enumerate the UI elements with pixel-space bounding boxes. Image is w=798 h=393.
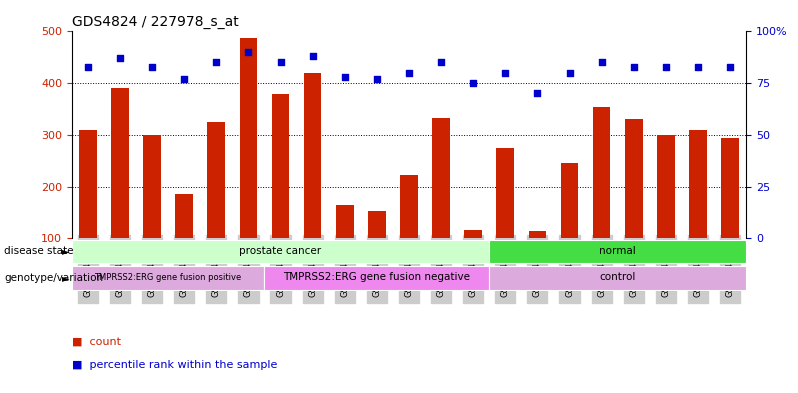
Bar <box>271 94 290 238</box>
Bar <box>489 266 746 290</box>
Point <box>146 63 159 70</box>
Bar <box>489 239 746 263</box>
Point <box>306 53 319 59</box>
Point <box>81 63 94 70</box>
Point <box>692 63 705 70</box>
Bar <box>72 266 264 290</box>
Bar <box>528 231 547 238</box>
Point <box>595 59 608 66</box>
Bar <box>400 174 418 238</box>
Point <box>402 70 415 76</box>
Point <box>467 80 480 86</box>
Point <box>563 70 576 76</box>
Bar <box>657 135 674 238</box>
Text: TMPRSS2:ERG gene fusion positive: TMPRSS2:ERG gene fusion positive <box>94 273 242 282</box>
Bar <box>144 135 161 238</box>
Text: genotype/variation: genotype/variation <box>4 273 103 283</box>
Point <box>724 63 737 70</box>
Bar <box>433 118 450 238</box>
Text: ►: ► <box>62 246 69 256</box>
Point <box>242 49 255 55</box>
Bar <box>721 138 739 238</box>
Bar <box>561 163 579 238</box>
Bar <box>593 107 610 238</box>
Bar <box>264 266 489 290</box>
Point <box>659 63 672 70</box>
Text: normal: normal <box>599 246 636 256</box>
Point <box>113 55 126 61</box>
Text: ►: ► <box>62 273 69 283</box>
Point <box>627 63 640 70</box>
Text: GDS4824 / 227978_s_at: GDS4824 / 227978_s_at <box>72 15 239 29</box>
Bar <box>336 205 354 238</box>
Point <box>435 59 448 66</box>
Point <box>531 90 543 97</box>
Point <box>338 74 351 80</box>
Bar <box>304 73 322 238</box>
Point <box>178 76 191 82</box>
Point <box>370 76 383 82</box>
Bar <box>111 88 128 238</box>
Bar <box>239 38 257 238</box>
Bar <box>72 239 489 263</box>
Bar <box>176 194 193 238</box>
Text: control: control <box>599 272 636 282</box>
Bar <box>689 130 707 238</box>
Bar <box>625 119 642 238</box>
Text: TMPRSS2:ERG gene fusion negative: TMPRSS2:ERG gene fusion negative <box>283 272 470 282</box>
Point <box>210 59 223 66</box>
Point <box>499 70 512 76</box>
Bar <box>207 122 225 238</box>
Text: disease state: disease state <box>4 246 73 256</box>
Bar <box>464 230 482 238</box>
Bar <box>79 130 97 238</box>
Text: ■  count: ■ count <box>72 337 120 347</box>
Bar <box>368 211 385 238</box>
Text: ■  percentile rank within the sample: ■ percentile rank within the sample <box>72 360 277 371</box>
Point <box>275 59 287 66</box>
Bar <box>496 148 514 238</box>
Text: prostate cancer: prostate cancer <box>239 246 322 256</box>
